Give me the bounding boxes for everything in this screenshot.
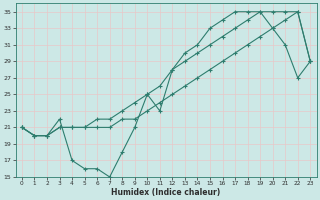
X-axis label: Humidex (Indice chaleur): Humidex (Indice chaleur) xyxy=(111,188,221,197)
